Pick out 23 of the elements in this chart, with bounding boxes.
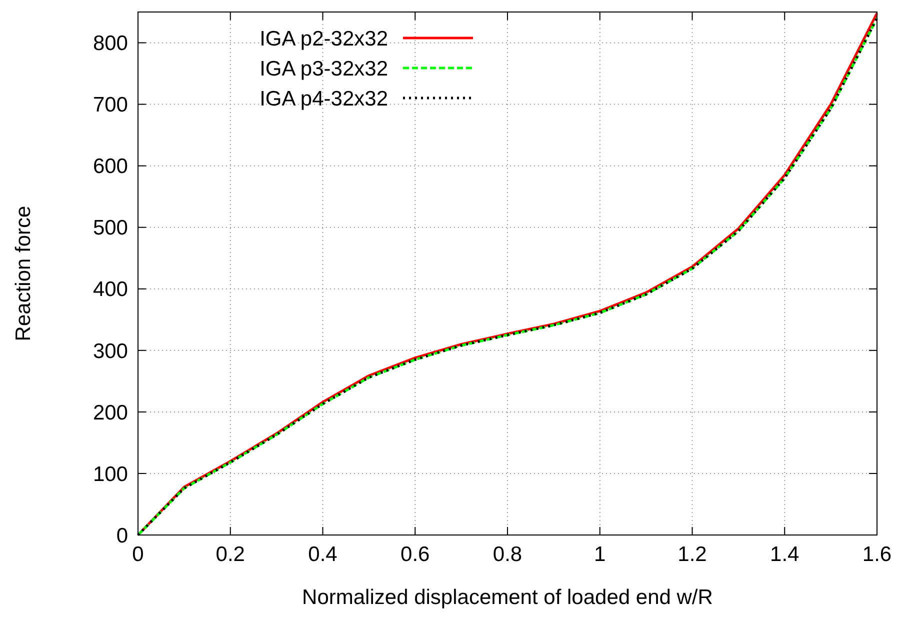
- x-tick-label: 1: [594, 543, 606, 566]
- y-tick-label: 100: [92, 462, 128, 486]
- x-tick-label: 0.2: [216, 543, 245, 566]
- x-tick-label: 0.6: [400, 543, 430, 566]
- x-tick-label: 0.4: [308, 543, 338, 566]
- x-tick-label: 1.2: [678, 543, 707, 566]
- legend-label: IGA p4-32x32: [260, 87, 388, 110]
- x-tick-label: 1.6: [862, 543, 892, 566]
- y-tick-label: 700: [92, 94, 128, 117]
- x-tick-label: 0: [132, 543, 144, 566]
- x-tick-label: 0.8: [492, 543, 522, 566]
- legend-label: IGA p2-32x32: [260, 27, 388, 50]
- y-tick-label: 200: [92, 401, 128, 424]
- y-tick-label: 400: [92, 278, 128, 302]
- y-tick-label: 0: [116, 524, 128, 548]
- x-axis-title: Normalized displacement of loaded end w/R: [302, 586, 713, 609]
- y-tick-label: 300: [92, 340, 128, 363]
- y-tick-label: 800: [92, 32, 128, 56]
- y-tick-label: 500: [92, 216, 128, 240]
- y-axis-title: Reaction force: [12, 206, 35, 342]
- y-tick-label: 600: [92, 155, 128, 178]
- legend-label: IGA p3-32x32: [260, 57, 388, 80]
- x-tick-label: 1.4: [770, 543, 800, 566]
